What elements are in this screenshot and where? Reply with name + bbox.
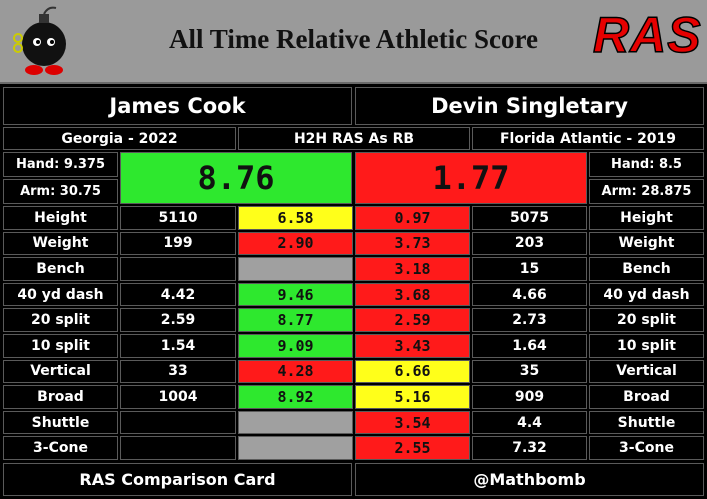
stat-label: Shuttle <box>3 410 118 435</box>
stat-value: 2.73 <box>472 308 587 332</box>
stat-score: 6.66 <box>355 359 470 384</box>
stat-label: Weight <box>3 231 118 256</box>
player-name: James Cook <box>3 87 352 125</box>
stat-label: 10 split <box>3 334 118 358</box>
stat-score: 9.46 <box>238 282 353 307</box>
footer-text: @Mathbomb <box>355 463 704 496</box>
header: All Time Relative Athletic Score RAS <box>0 0 707 84</box>
stat-label: Bench <box>3 257 118 281</box>
stat-score: 8.77 <box>238 308 353 332</box>
stat-value: 4.66 <box>472 282 587 307</box>
stat-value: 1.64 <box>472 334 587 358</box>
school: Georgia - 2022 <box>3 127 236 150</box>
stat-score <box>238 436 353 460</box>
arm: Arm: 30.75 <box>3 179 118 204</box>
stat-value: 909 <box>472 385 587 409</box>
stat-score: 0.97 <box>355 206 470 230</box>
stat-label: 3-Cone <box>589 436 704 460</box>
stat-score: 4.28 <box>238 359 353 384</box>
hand: Hand: 8.5 <box>589 152 704 177</box>
ras-score: 8.76 <box>120 152 352 204</box>
stat-value: 5075 <box>472 206 587 230</box>
stat-label: 40 yd dash <box>589 282 704 307</box>
stat-label: Shuttle <box>589 410 704 435</box>
stat-score: 8.92 <box>238 385 353 409</box>
stat-score: 6.58 <box>238 206 353 230</box>
stat-label: Height <box>3 206 118 230</box>
stat-score: 3.54 <box>355 410 470 435</box>
stat-value: 2.59 <box>120 308 236 332</box>
stat-label: Broad <box>589 385 704 409</box>
bomb-icon <box>13 6 66 75</box>
hand: Hand: 9.375 <box>3 152 118 177</box>
stat-label: 40 yd dash <box>3 282 118 307</box>
stat-value <box>120 257 236 281</box>
stat-value: 35 <box>472 359 587 384</box>
school: Florida Atlantic - 2019 <box>472 127 704 150</box>
title: All Time Relative Athletic Score <box>169 24 538 54</box>
logo: RAS <box>592 6 702 64</box>
arm: Arm: 28.875 <box>589 179 704 204</box>
stat-value: 1004 <box>120 385 236 409</box>
stat-score <box>238 257 353 281</box>
stat-label: Vertical <box>589 359 704 384</box>
stat-score: 9.09 <box>238 334 353 358</box>
stat-value: 4.42 <box>120 282 236 307</box>
footer-text: RAS Comparison Card <box>3 463 352 496</box>
ras-score: 1.77 <box>355 152 587 204</box>
stat-label: Height <box>589 206 704 230</box>
stat-label: Weight <box>589 231 704 256</box>
stat-score: 3.73 <box>355 231 470 256</box>
stat-label: 20 split <box>589 308 704 332</box>
stat-label: 10 split <box>589 334 704 358</box>
player-name: Devin Singletary <box>355 87 704 125</box>
stat-score: 2.90 <box>238 231 353 256</box>
stat-label: 20 split <box>3 308 118 332</box>
stat-value: 5110 <box>120 206 236 230</box>
stat-value: 4.4 <box>472 410 587 435</box>
stat-score: 2.55 <box>355 436 470 460</box>
stat-value <box>120 410 236 435</box>
stat-label: Bench <box>589 257 704 281</box>
stat-score: 3.18 <box>355 257 470 281</box>
stat-score: 2.59 <box>355 308 470 332</box>
stat-value: 7.32 <box>472 436 587 460</box>
stat-score: 5.16 <box>355 385 470 409</box>
stat-score: 3.68 <box>355 282 470 307</box>
stat-score: 3.43 <box>355 334 470 358</box>
stat-value <box>120 436 236 460</box>
comparison-label: H2H RAS As RB <box>238 127 470 150</box>
stat-value: 1.54 <box>120 334 236 358</box>
stat-label: Broad <box>3 385 118 409</box>
stat-value: 15 <box>472 257 587 281</box>
stat-value: 199 <box>120 231 236 256</box>
stat-value: 203 <box>472 231 587 256</box>
stat-label: Vertical <box>3 359 118 384</box>
stat-label: 3-Cone <box>3 436 118 460</box>
stat-value: 33 <box>120 359 236 384</box>
stat-score <box>238 410 353 435</box>
